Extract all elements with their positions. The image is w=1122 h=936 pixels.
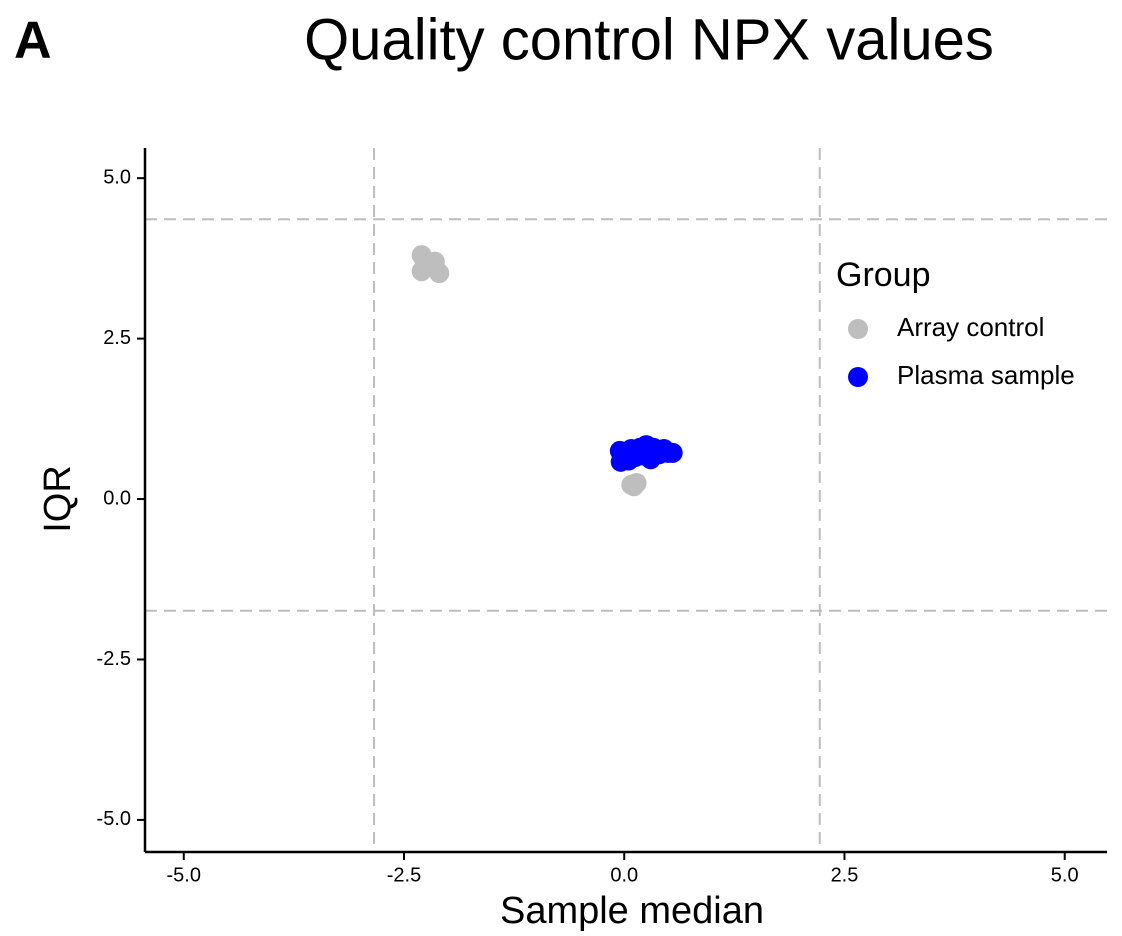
y-tick-label: -5.0 [97,808,131,830]
point [642,446,663,467]
legend-swatch [848,319,868,339]
y-tick-label: 0.0 [103,487,131,509]
y-tick-label: 2.5 [103,327,131,349]
x-axis-label: Sample median [500,890,764,932]
point [623,476,644,497]
x-tick-label: -2.5 [387,864,421,886]
y-axis-label: IQR [37,465,79,533]
point [619,449,640,470]
y-tick-label: 5.0 [103,166,131,188]
x-tick-label: -5.0 [167,864,201,886]
legend-swatch [848,367,868,387]
x-tick-label: 2.5 [831,864,859,886]
panel-label: A [14,12,52,70]
chart-title: Quality control NPX values [304,7,994,72]
x-tick-label: 5.0 [1051,864,1079,886]
legend-label: Array control [897,312,1044,342]
legend-title: Group [836,256,931,294]
point [414,250,435,271]
y-tick-label: -2.5 [97,648,131,670]
x-tick-label: 0.0 [610,864,638,886]
legend-label: Plasma sample [897,360,1075,390]
point [662,442,683,463]
